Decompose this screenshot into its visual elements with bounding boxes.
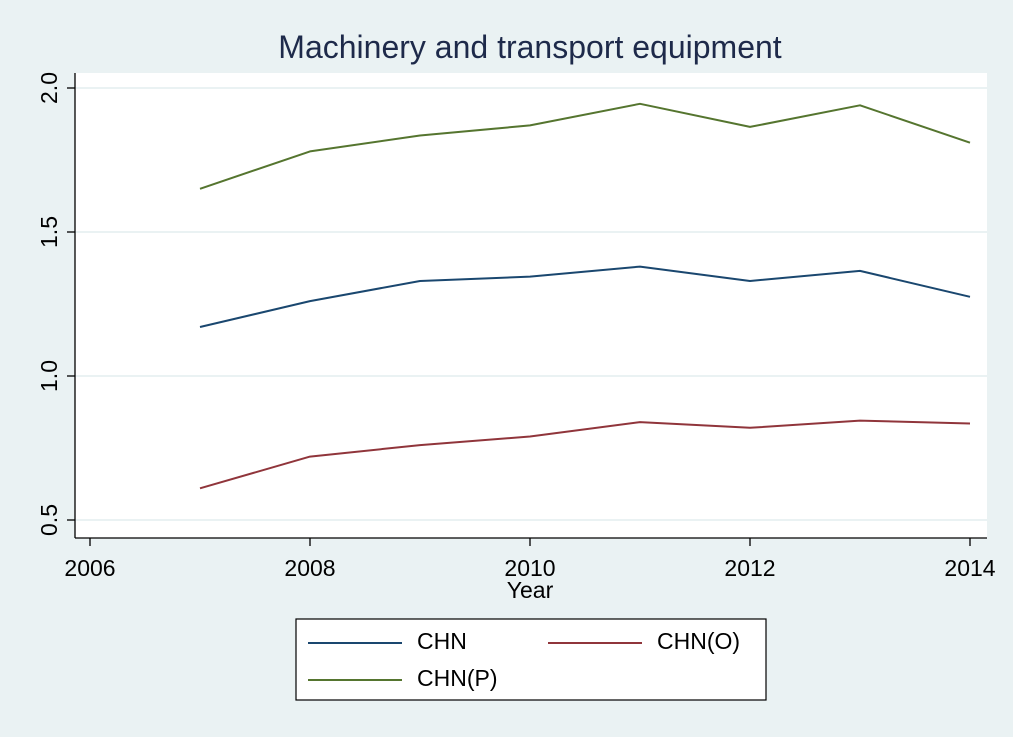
y-tick-label: 0.5: [36, 504, 62, 536]
series-line-chn: [199, 265, 971, 328]
legend-label-chn: CHN: [417, 628, 467, 654]
legend: CHN CHN(O) CHN(P): [295, 618, 767, 701]
x-tick-label: 2006: [64, 555, 115, 581]
x-tick-label: 2014: [944, 555, 995, 581]
axis-ticks: 0.5 1.0 1.5 2.0 2006 2008 2010 2012 2014: [36, 72, 996, 581]
series-lines: [199, 102, 971, 490]
x-tick-label: 2008: [284, 555, 335, 581]
legend-box: [295, 618, 767, 701]
plot-area: [75, 73, 987, 538]
x-axis-title: Year: [507, 577, 554, 603]
grid-lines: [75, 87, 987, 521]
series-line-chn-p: [199, 102, 971, 190]
chart-title: Machinery and transport equipment: [278, 29, 782, 65]
legend-label-chn-o: CHN(O): [657, 628, 740, 654]
x-tick-label: 2010: [504, 555, 555, 581]
y-tick-label: 2.0: [36, 72, 62, 104]
x-tick-label: 2012: [724, 555, 775, 581]
series-line-chn-o: [199, 419, 971, 490]
y-tick-label: 1.5: [36, 216, 62, 248]
legend-label-chn-p: CHN(P): [417, 665, 498, 691]
y-tick-label: 1.0: [36, 360, 62, 392]
